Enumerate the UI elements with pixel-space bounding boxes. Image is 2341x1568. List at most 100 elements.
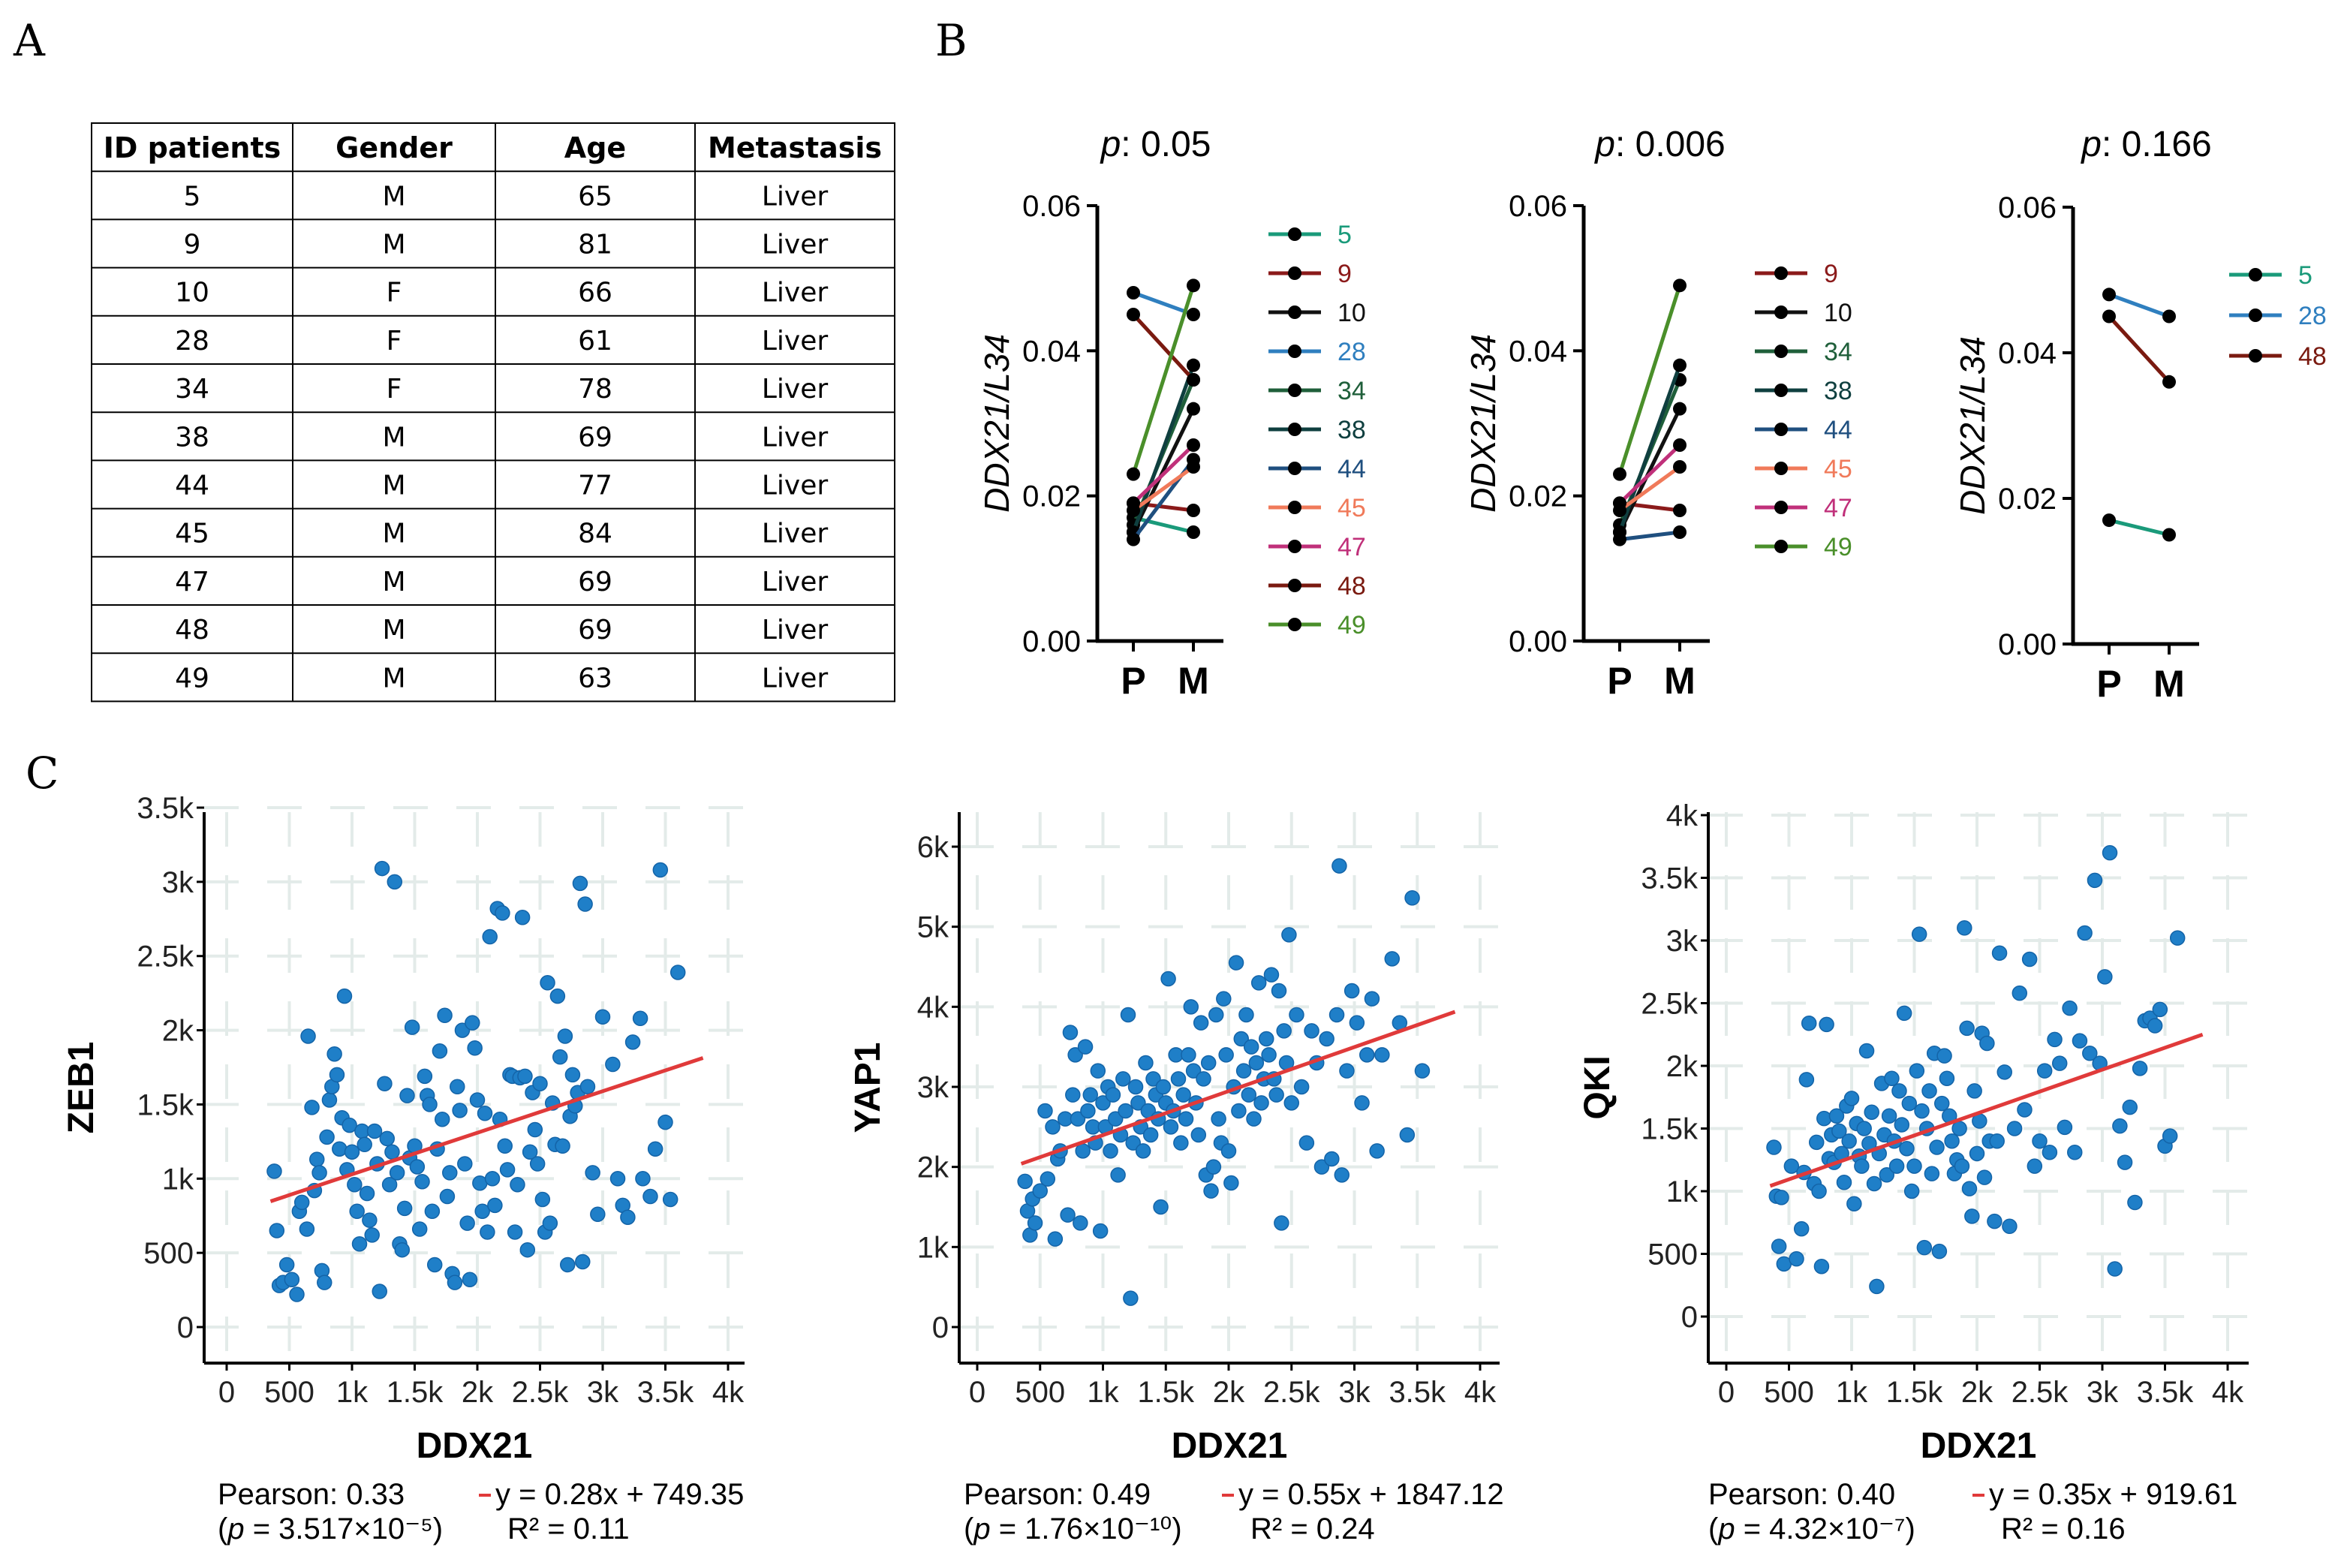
x-category-label: M [1664,660,1696,702]
scatter-point [1181,1047,1196,1063]
x-tick-label: 3.5k [1389,1376,1446,1409]
scatter-point [1929,1139,1945,1155]
legend-label: 47 [1337,533,1366,561]
scatter-point [409,1159,426,1175]
table-cell: 38 [175,422,209,453]
x-axis-label: DDX21 [417,1426,533,1466]
x-tick-label: 2.5k [512,1376,570,1409]
series-line [1132,465,1195,513]
scatter-point [1869,1278,1885,1295]
scatter-point [304,1100,320,1115]
legend-swatch-dot [1288,540,1301,553]
legend-item: 28 [2229,302,2327,330]
scatter-point [1118,1103,1133,1119]
scatter-point [1884,1070,1900,1086]
p-label: p [973,1512,990,1545]
y-tick-label: 0.04 [1022,335,1081,368]
legend-label: 45 [1824,455,1852,483]
y-tick-label: 4k [917,991,949,1024]
x-category-label: M [2153,663,2185,705]
series-line [1617,408,1682,534]
scatter-point [1879,1167,1895,1183]
legend-label: 48 [1337,572,1366,600]
series-line [1618,465,1681,513]
scatter-point [1017,1173,1033,1190]
table-cell: 69 [578,615,612,646]
scatter-point [559,1257,576,1273]
scatter-point [1283,1095,1299,1111]
scatter-point [1238,1007,1254,1023]
scatter-point [1801,1015,1817,1031]
scatter-point [1816,1110,1832,1127]
paired-chart-2: p: 0.006 0.00 0.02 0.04 0.06 P M DDX21/L34 9 10 34… [1464,125,1852,702]
scatter-point [1190,1127,1207,1143]
legend-swatch-dot [1288,266,1301,280]
pvalue-value: : 0.05 [1121,125,1211,164]
scatter-point [465,1015,480,1031]
scatter-point [1989,1133,2005,1149]
scatter-point [1135,1143,1151,1159]
legend-label: 34 [1337,377,1366,405]
table-cell: 45 [175,519,209,549]
point-P [1127,286,1140,299]
scatter-point [564,1067,581,1083]
scatter-point [1331,858,1347,874]
scatter-point [289,1287,305,1302]
scatter-point [1813,1258,1830,1275]
r-squared: R² = 0.16 [2001,1512,2126,1545]
series-28 [2102,287,2176,324]
scatter-point [1037,1103,1053,1119]
r-squared: R² = 0.11 [507,1512,630,1545]
series-line [2108,315,2171,384]
legend-item: 34 [1268,377,1366,405]
point-P [1613,496,1626,510]
table-cell: M [382,181,405,212]
scatter-point [1933,1095,1950,1112]
scatter-point [1906,1158,1922,1174]
scatter-point [1259,1031,1274,1047]
scatter-point [1766,1139,1782,1155]
legend-label: 34 [1824,338,1852,366]
scatter-point [499,1162,516,1178]
scatter-point [1067,1047,1083,1063]
y-tick-label: 0.02 [1998,483,2057,516]
scatter-point [1263,967,1280,983]
scatter-point [2027,1158,2043,1174]
scatter-point [349,1203,365,1220]
legend-item: 45 [1755,455,1852,483]
legend-item: 38 [1755,377,1852,405]
scatter-point [594,1009,611,1025]
legend-label: 28 [1337,338,1366,366]
scatter-point [384,1144,400,1160]
pvalue-label: p [1100,125,1121,164]
legend-label: 48 [2298,342,2327,371]
scatter-point [1203,1183,1219,1199]
scatter-point [426,1257,443,1273]
scatter-point [1369,1143,1385,1159]
x-category-label: P [2096,663,2121,705]
p-value: = 4.32×10⁻⁷) [1735,1512,1915,1545]
pvalue-title: p: 0.166 [2080,125,2212,164]
scatter-point [321,1092,338,1108]
scatter-point [1896,1005,1912,1022]
scatter-point [362,1212,378,1228]
x-tick-label: 500 [264,1376,314,1409]
scatter-point [2067,1144,2083,1160]
scatter-point [2006,1121,2023,1136]
series-47 [1613,438,1687,510]
table-cell: 61 [578,326,612,357]
scatter-point [662,1191,679,1208]
scatter-point [394,1241,411,1258]
pvalue-label: p [2080,125,2102,164]
scatter-point [1964,1208,1980,1224]
scatter-point [1105,1087,1121,1103]
table-cell: Liver [762,422,829,453]
legend-label: 5 [1337,221,1352,249]
scatter-point [1771,1238,1787,1254]
scatter-point [585,1165,600,1181]
scatter-point [442,1165,458,1181]
scatter-point [620,1209,636,1225]
paired-chart-3: p: 0.166 0.00 0.02 0.04 0.06 P M DDX21/L34 5 28 48 [1953,125,2327,705]
scatter-point [1384,951,1400,967]
scatter-point [1281,927,1297,943]
